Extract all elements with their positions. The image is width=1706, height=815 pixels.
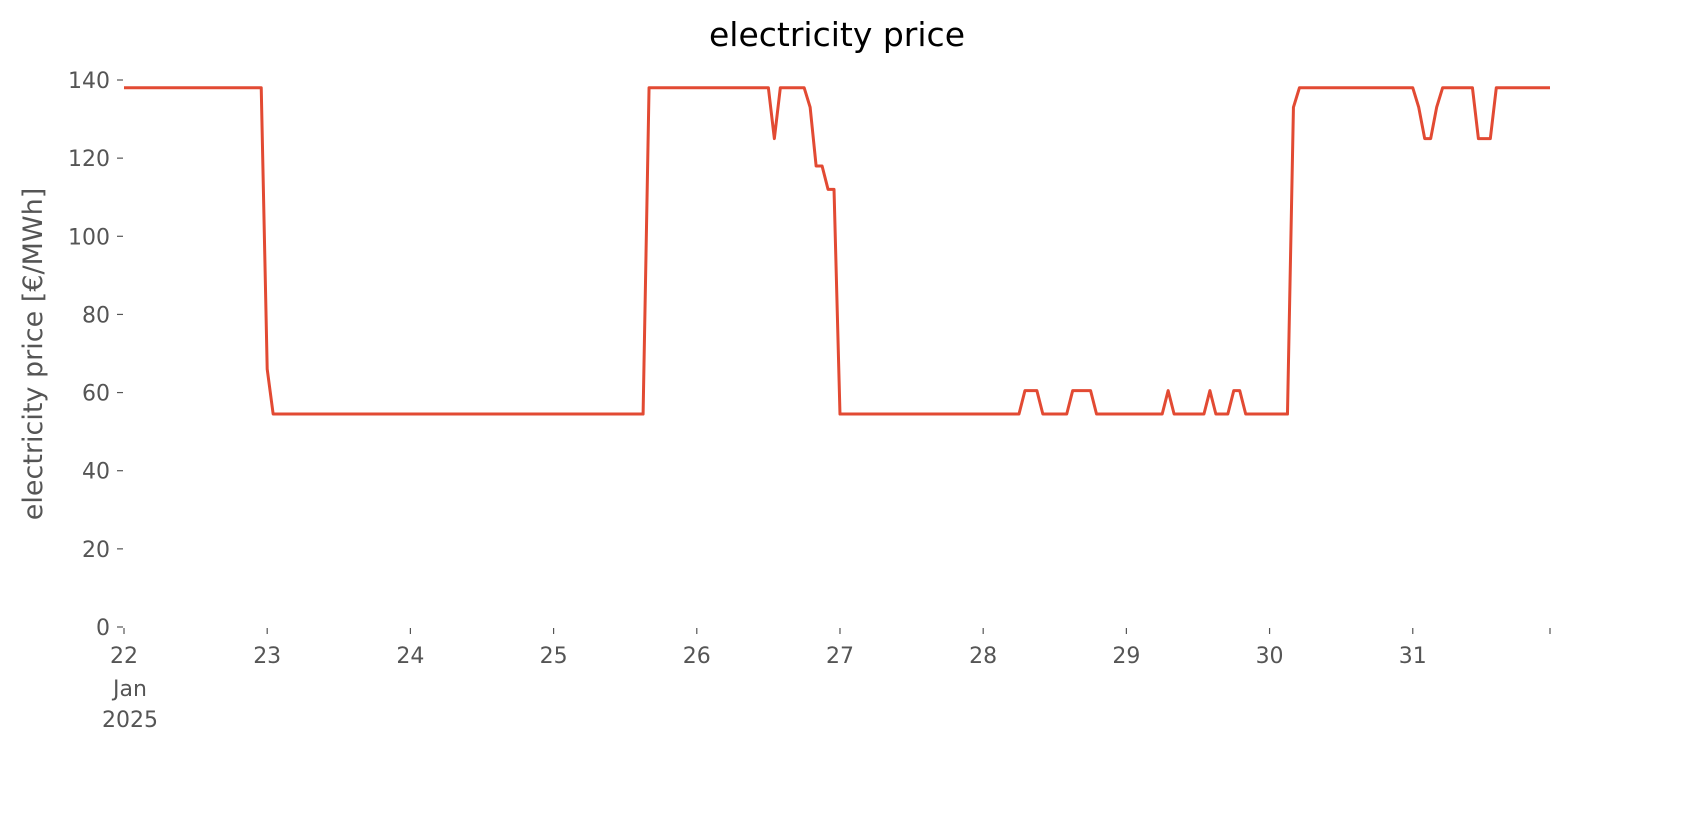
x-tick-label: 24: [396, 644, 424, 669]
x-tick-label: 23: [253, 644, 281, 669]
y-tick-label: 100: [68, 225, 110, 250]
x-tick-label: 28: [969, 644, 997, 669]
y-tick-label: 20: [82, 538, 110, 563]
x-tick-label: 29: [1112, 644, 1140, 669]
y-tick-label: 40: [82, 460, 110, 485]
x-tick-sublabel: Jan: [111, 677, 147, 702]
x-tick-label: 22: [110, 644, 138, 669]
x-tick-label: 25: [540, 644, 568, 669]
x-tick-label: 31: [1399, 644, 1427, 669]
x-tick-label: 30: [1256, 644, 1284, 669]
x-tick-label: 27: [826, 644, 854, 669]
y-tick-label: 80: [82, 303, 110, 328]
y-tick-label: 0: [96, 616, 110, 641]
x-tick-label: 26: [683, 644, 711, 669]
y-tick-label: 60: [82, 382, 110, 407]
y-tick-label: 120: [68, 147, 110, 172]
y-axis-label: electricity price [€/MWh]: [18, 188, 49, 520]
y-tick-label: 140: [68, 69, 110, 94]
chart-title: electricity price: [709, 15, 965, 54]
line-series: [124, 86, 1550, 416]
x-tick-sublabel: 2025: [102, 708, 158, 733]
